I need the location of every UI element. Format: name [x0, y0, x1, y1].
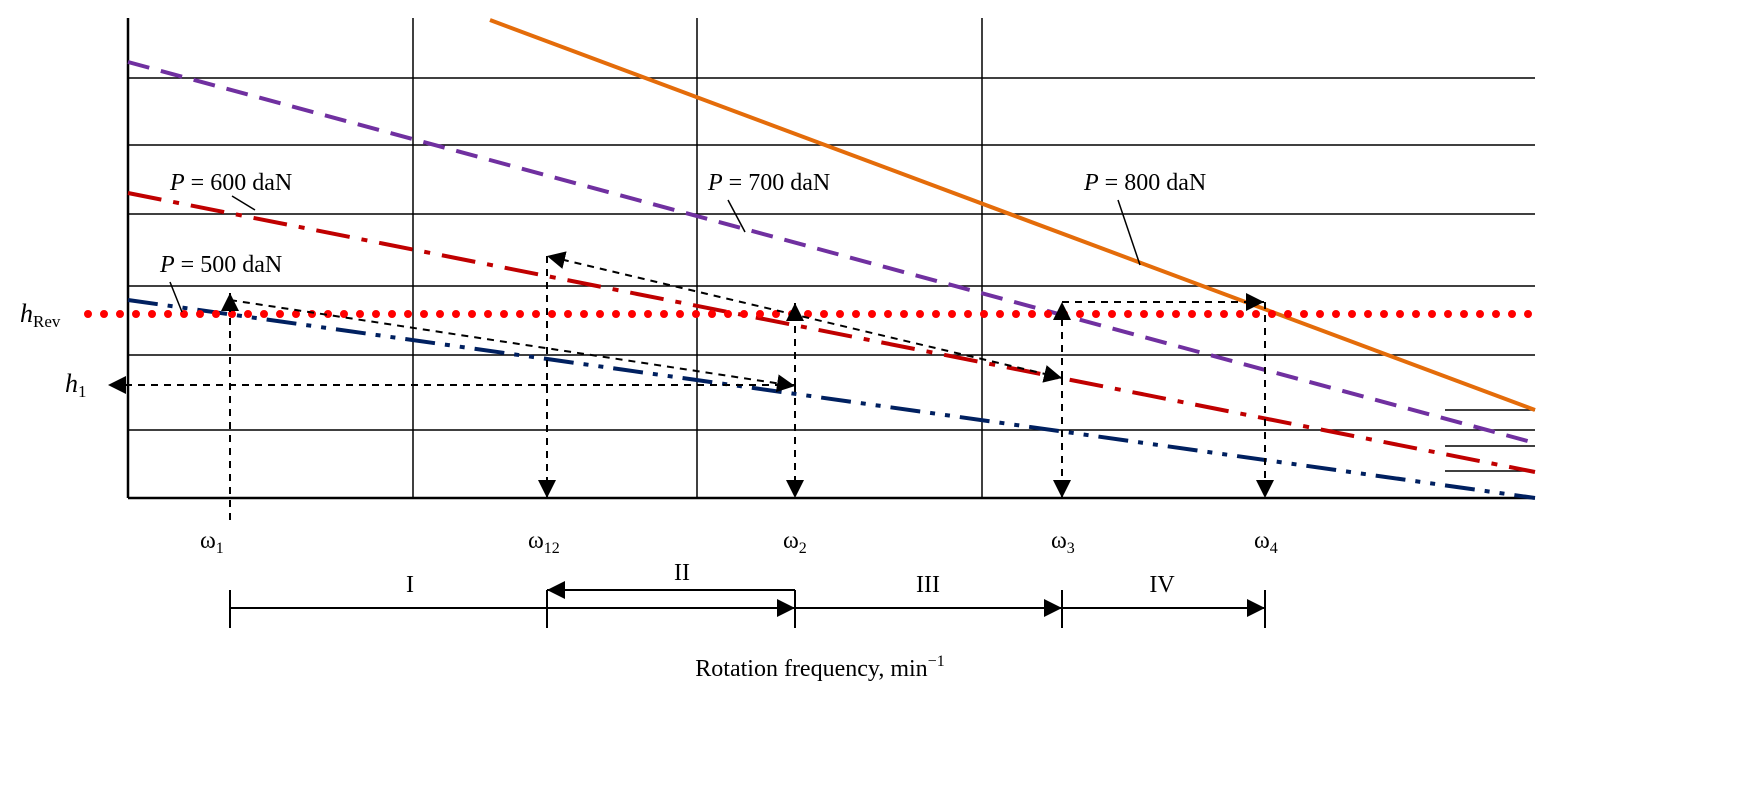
- omega-12-label: ω12: [528, 528, 560, 557]
- omega-1-label: ω1: [200, 528, 224, 557]
- label-leader: [231, 195, 256, 211]
- omega-4-label: ω4: [1254, 528, 1278, 557]
- interval-4-label: IV: [1149, 572, 1175, 598]
- series-label-600: P = 600 daN: [169, 170, 292, 196]
- x-axis-label: Rotation frequency, min−1: [695, 653, 944, 682]
- omega-2-label: ω2: [783, 528, 807, 557]
- label-leader: [727, 199, 746, 233]
- omega-3-label: ω3: [1051, 528, 1075, 557]
- label-leader: [169, 281, 183, 313]
- interval-3-label: III: [916, 572, 940, 598]
- annotations: [108, 195, 1274, 628]
- h1-label: h1: [65, 369, 87, 401]
- transition-arrow-12-3: [546, 251, 1063, 383]
- series-line-1: [127, 298, 1536, 500]
- series-label-800: P = 800 daN: [1083, 170, 1206, 196]
- label-leader: [1117, 199, 1141, 266]
- interval-1-label: I: [406, 572, 414, 598]
- transition-arrow-1-2: [229, 299, 796, 393]
- grid: [126, 18, 1535, 500]
- series-label-700: P = 700 daN: [707, 170, 830, 196]
- series-label-500: P = 500 daN: [159, 252, 282, 278]
- h-rev-label: hRev: [20, 299, 61, 331]
- series-line-4: [489, 18, 1536, 412]
- interval-2-label: II: [674, 560, 690, 586]
- series-lines: [84, 18, 1539, 500]
